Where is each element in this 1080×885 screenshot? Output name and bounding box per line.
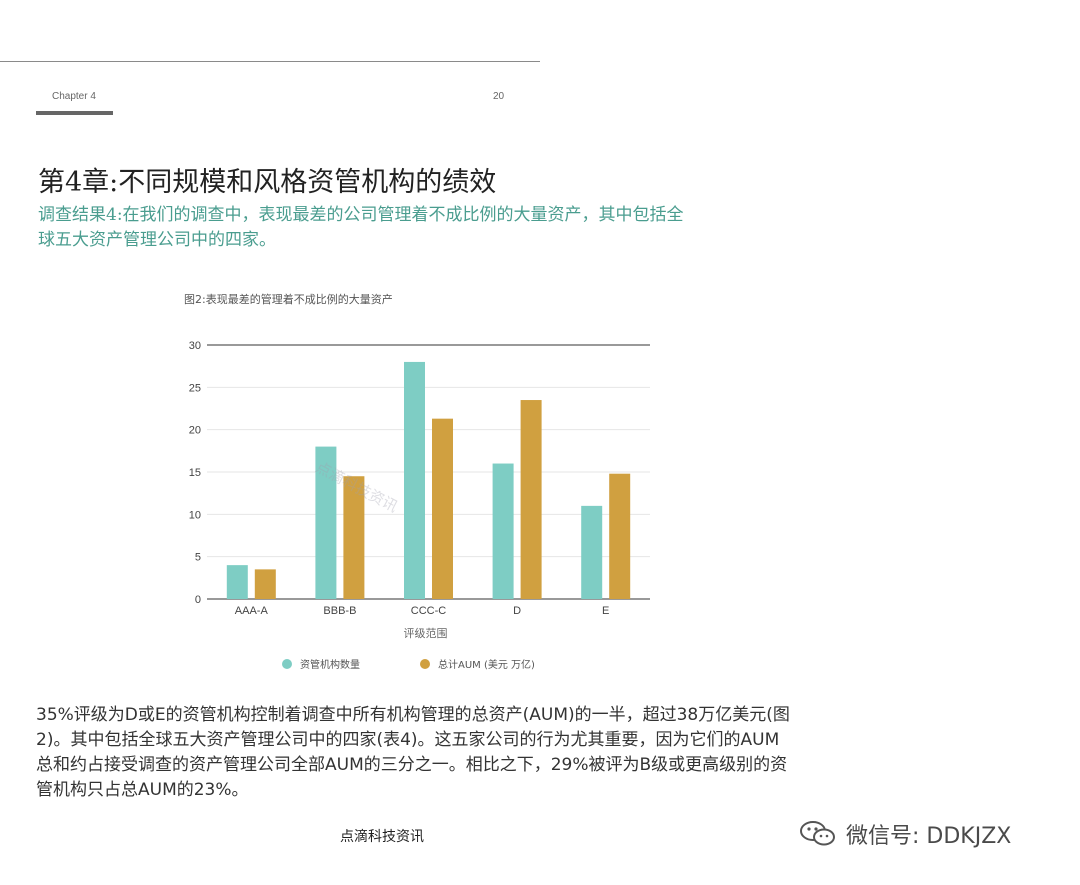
- y-tick-label: 10: [189, 509, 201, 521]
- body-paragraph: 35%评级为D或E的资管机构控制着调查中所有机构管理的总资产(AUM)的一半，超…: [36, 705, 790, 800]
- y-tick-label: 0: [195, 594, 201, 606]
- x-axis-title: 评级范围: [404, 626, 448, 640]
- y-tick-label: 5: [195, 552, 201, 564]
- wechat-icon: [798, 819, 838, 849]
- bar-aum: [432, 418, 453, 599]
- x-tick-label: AAA-A: [235, 605, 269, 617]
- wechat-account: 微信号: DDKJZX: [798, 818, 1011, 850]
- bar-aum: [609, 473, 631, 599]
- legend-label: 总计AUM (美元 万亿): [438, 658, 535, 671]
- chapter-underline: [36, 111, 113, 115]
- bar-aum: [520, 400, 542, 599]
- y-tick-label: 20: [189, 425, 201, 437]
- bar-firms: [581, 505, 603, 599]
- bar-firms: [226, 565, 248, 599]
- legend-marker: [282, 659, 292, 669]
- x-tick-label: D: [513, 605, 521, 617]
- bar-firms: [315, 446, 337, 599]
- bar-aum: [254, 569, 276, 599]
- x-tick-label: CCC-C: [411, 605, 446, 617]
- x-tick-label: E: [602, 605, 609, 617]
- page-number: 20: [493, 91, 505, 102]
- page-title: 第4章:不同规模和风格资管机构的绩效: [38, 167, 497, 198]
- y-tick-label: 30: [189, 340, 201, 352]
- y-tick-label: 15: [189, 467, 201, 479]
- y-tick-label: 25: [189, 382, 201, 394]
- legend-label: 资管机构数量: [300, 658, 360, 671]
- finding-statement: 调查结果4:在我们的调查中，表现最差的公司管理着不成比例的大量资产，其中包括全球…: [38, 205, 684, 250]
- chapter-label: Chapter 4: [52, 91, 96, 102]
- top-rule: [0, 61, 540, 62]
- bar-firms: [492, 463, 514, 599]
- footer-text: 点滴科技资讯: [340, 829, 424, 845]
- bar-aum: [343, 476, 365, 599]
- legend-marker: [420, 659, 430, 669]
- x-tick-label: BBB-B: [323, 605, 356, 617]
- wechat-label: 微信号: DDKJZX: [846, 824, 1012, 849]
- figure-caption: 图2:表现最差的管理着不成比例的大量资产: [184, 293, 393, 306]
- bar-firms: [404, 361, 425, 599]
